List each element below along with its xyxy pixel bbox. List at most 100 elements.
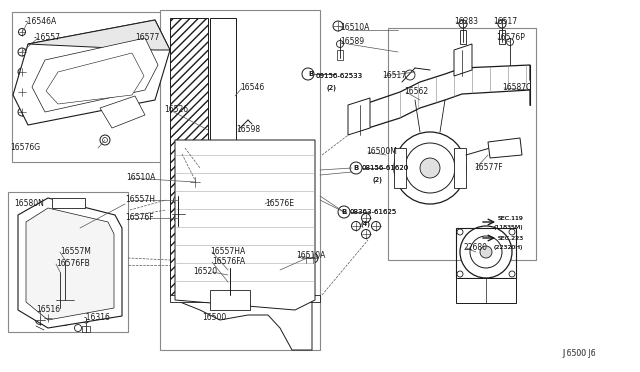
Text: 16576G: 16576G	[10, 144, 40, 153]
Circle shape	[251, 226, 259, 234]
Circle shape	[35, 315, 45, 324]
Circle shape	[394, 132, 466, 204]
Text: 16576FA: 16576FA	[212, 257, 245, 266]
Polygon shape	[175, 140, 315, 310]
Text: 16589: 16589	[340, 38, 364, 46]
Text: 16580N: 16580N	[14, 199, 44, 208]
Text: 16510A: 16510A	[340, 23, 369, 32]
Circle shape	[233, 226, 241, 234]
Text: 16510A: 16510A	[296, 251, 325, 260]
Circle shape	[457, 229, 463, 235]
Text: 16520: 16520	[193, 267, 217, 276]
Circle shape	[100, 135, 110, 145]
Circle shape	[337, 41, 344, 48]
Circle shape	[362, 230, 371, 238]
Polygon shape	[13, 20, 170, 125]
Polygon shape	[210, 290, 250, 310]
Polygon shape	[175, 300, 312, 350]
Text: 16517: 16517	[382, 71, 406, 80]
Text: 22680: 22680	[464, 244, 488, 253]
Circle shape	[301, 253, 311, 263]
Polygon shape	[454, 148, 466, 188]
Text: SEC.119: SEC.119	[498, 215, 524, 221]
Bar	[456, 278, 516, 303]
Text: 16576FB: 16576FB	[56, 260, 90, 269]
Circle shape	[18, 68, 26, 76]
Text: B: B	[308, 71, 314, 77]
Text: B: B	[353, 165, 358, 171]
Text: 16576P: 16576P	[496, 33, 525, 42]
Text: SEC.223: SEC.223	[498, 235, 524, 241]
Circle shape	[457, 271, 463, 277]
Text: 16546: 16546	[240, 83, 264, 93]
Circle shape	[459, 20, 467, 28]
Text: (2): (2)	[326, 85, 336, 91]
Bar	[12, 12, 180, 162]
Text: 16510A: 16510A	[126, 173, 156, 183]
Circle shape	[405, 70, 415, 80]
Text: (11835M): (11835M)	[494, 225, 524, 231]
Circle shape	[225, 266, 234, 275]
Circle shape	[174, 214, 182, 222]
Bar	[160, 10, 320, 350]
Text: 16598: 16598	[236, 125, 260, 135]
Polygon shape	[46, 53, 144, 104]
Bar	[54, 268, 66, 276]
Circle shape	[509, 229, 515, 235]
Circle shape	[338, 206, 350, 218]
Text: (11835M): (11835M)	[494, 225, 524, 231]
Text: (2): (2)	[372, 177, 382, 183]
Text: 16500: 16500	[202, 312, 227, 321]
Circle shape	[302, 68, 314, 80]
Text: 16516: 16516	[36, 305, 60, 314]
Bar	[499, 30, 505, 44]
Polygon shape	[454, 44, 472, 76]
Text: J 6500 J6: J 6500 J6	[562, 350, 596, 359]
Circle shape	[102, 138, 108, 142]
Circle shape	[268, 192, 276, 200]
Text: 16576E: 16576E	[265, 199, 294, 208]
Circle shape	[19, 29, 26, 35]
Circle shape	[51, 305, 58, 311]
Circle shape	[190, 177, 200, 187]
Bar	[337, 50, 343, 60]
Text: (2): (2)	[372, 177, 382, 183]
Bar	[82, 326, 90, 332]
Text: 16557HA: 16557HA	[210, 247, 245, 257]
Circle shape	[18, 108, 26, 116]
Circle shape	[509, 271, 515, 277]
Circle shape	[506, 38, 513, 45]
Polygon shape	[52, 198, 85, 208]
Circle shape	[74, 324, 81, 331]
Circle shape	[227, 279, 234, 285]
Circle shape	[251, 182, 259, 190]
Bar	[59, 256, 71, 264]
Polygon shape	[170, 295, 320, 302]
Text: (22320H): (22320H)	[494, 246, 524, 250]
Bar	[8, 192, 128, 332]
Text: J 6500 J6: J 6500 J6	[562, 350, 596, 359]
Text: 09156-62533: 09156-62533	[316, 73, 363, 79]
Bar	[268, 196, 276, 210]
Bar	[460, 30, 466, 44]
Text: 16562: 16562	[404, 87, 428, 96]
Circle shape	[362, 214, 371, 222]
Text: 16587C: 16587C	[502, 83, 531, 93]
Polygon shape	[394, 148, 406, 188]
Polygon shape	[26, 208, 114, 320]
Bar	[388, 28, 536, 260]
Circle shape	[371, 221, 381, 231]
Bar	[170, 18, 208, 296]
Circle shape	[405, 143, 455, 193]
Polygon shape	[348, 98, 370, 135]
Circle shape	[333, 21, 343, 31]
Text: 09156-62533: 09156-62533	[316, 73, 363, 79]
Polygon shape	[100, 96, 145, 128]
Text: 08363-61625: 08363-61625	[350, 209, 397, 215]
Bar	[456, 228, 516, 278]
Circle shape	[308, 253, 318, 263]
Text: (4): (4)	[360, 221, 370, 227]
Circle shape	[44, 314, 52, 322]
Text: -16316: -16316	[84, 314, 111, 323]
Text: 16577F: 16577F	[474, 164, 502, 173]
